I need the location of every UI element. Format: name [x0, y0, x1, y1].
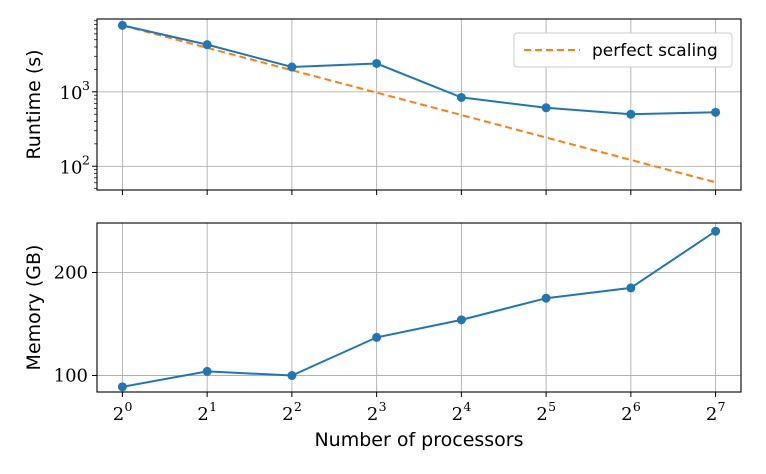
- runtime-data-point: [202, 40, 212, 50]
- memory-data-point: [456, 315, 466, 325]
- x-tick-label-exponent: 1: [209, 399, 217, 414]
- x-tick-label-exponent: 0: [124, 399, 132, 414]
- memory-data-point: [541, 293, 551, 303]
- memory-data-point: [626, 283, 636, 293]
- x-tick-label-exponent: 3: [379, 399, 387, 414]
- runtime-data-point: [541, 103, 551, 113]
- memory-grid: [97, 223, 741, 392]
- x-tick-label: 2: [536, 404, 547, 425]
- x-tick-label: 2: [282, 404, 293, 425]
- runtime-axes-frame: [96, 18, 742, 191]
- memory-data-point: [372, 332, 382, 342]
- legend-label-perfect-scaling: perfect scaling: [592, 41, 718, 61]
- runtime-y-tick-label-exponent: 3: [82, 78, 90, 93]
- x-tick-label: 2: [197, 404, 208, 425]
- runtime-y-axis-label: Runtime (s): [23, 49, 45, 159]
- x-tick-label-exponent: 2: [294, 399, 302, 414]
- x-tick-label-exponent: 7: [718, 399, 726, 414]
- memory-axes-frame: [96, 222, 742, 393]
- runtime-y-tick-label: 10: [60, 157, 83, 178]
- memory-data-point: [287, 371, 297, 381]
- runtime-y-tick-label: 10: [60, 83, 83, 104]
- runtime-data-point: [287, 62, 297, 72]
- memory-y-tick-label: 200: [54, 262, 88, 283]
- runtime-series-line: [122, 24, 716, 116]
- x-axis-label: Number of processors: [314, 429, 523, 451]
- x-tick-label: 2: [621, 404, 632, 425]
- runtime-y-tick-label-exponent: 2: [82, 152, 90, 167]
- runtime-data-point: [711, 107, 721, 117]
- legend: perfect scaling: [513, 32, 733, 68]
- memory-y-axis-label: Memory (GB): [23, 245, 45, 371]
- x-tick-label-exponent: 4: [463, 399, 471, 414]
- x-tick-label-exponent: 6: [633, 399, 641, 414]
- runtime-series-line-perfect-scaling: [122, 24, 716, 184]
- legend-box: [513, 32, 733, 68]
- runtime-data-point: [117, 20, 127, 30]
- runtime-data-point: [372, 58, 382, 68]
- x-tick-label: 2: [113, 404, 124, 425]
- runtime-series-layer: [117, 20, 721, 184]
- x-tick-label: 2: [367, 404, 378, 425]
- x-tick-label: 2: [706, 404, 717, 425]
- x-tick-label: 2: [452, 404, 463, 425]
- memory-y-tick-label: 100: [54, 366, 88, 387]
- x-tick-label-exponent: 5: [548, 399, 556, 414]
- memory-data-point: [202, 366, 212, 376]
- runtime-x-ticks: [121, 190, 717, 195]
- runtime-data-point: [626, 109, 636, 119]
- memory-y-ticks: 100 200: [54, 262, 97, 387]
- memory-data-point: [711, 226, 721, 236]
- memory-series-line: [122, 230, 717, 388]
- memory-series-layer: [117, 226, 721, 392]
- memory-data-point: [117, 382, 127, 392]
- runtime-data-point: [456, 92, 466, 102]
